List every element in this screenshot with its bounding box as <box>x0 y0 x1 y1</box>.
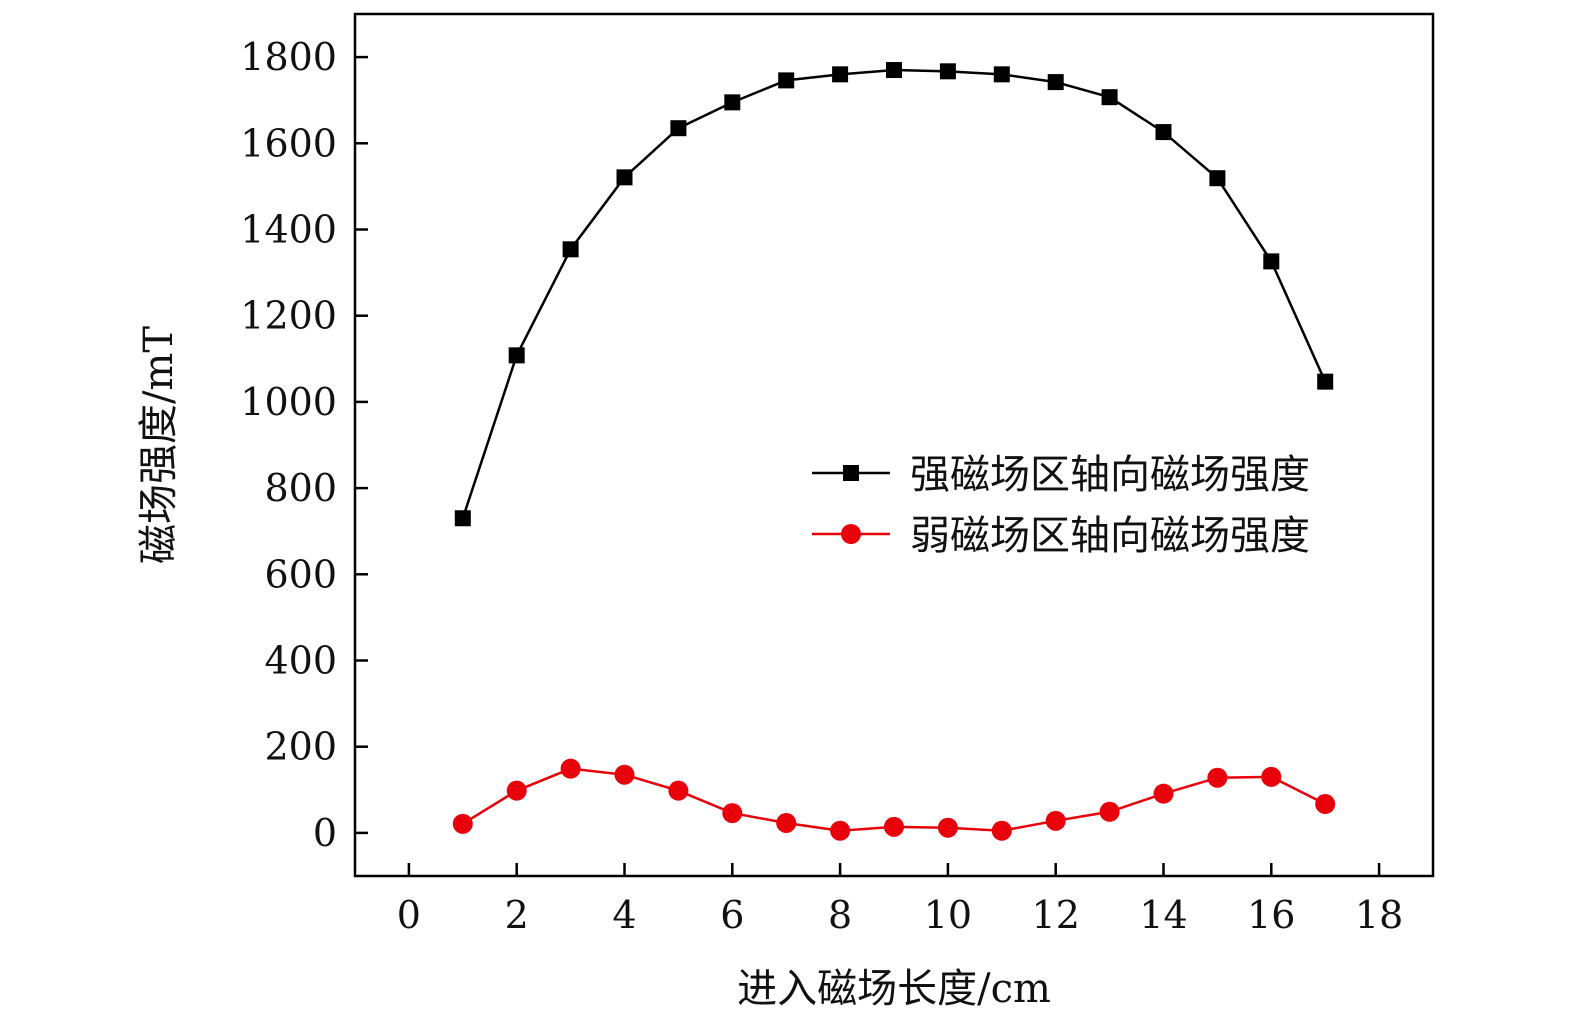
data-point <box>562 241 579 258</box>
data-point <box>614 764 635 785</box>
x-tick-label: 12 <box>1032 893 1080 937</box>
data-point <box>886 62 902 79</box>
x-tick-label: 14 <box>1139 893 1187 937</box>
y-tick-label: 600 <box>264 552 337 596</box>
data-point <box>454 510 471 527</box>
data-point <box>1155 124 1172 141</box>
x-tick-label: 0 <box>397 893 421 937</box>
data-point <box>1045 810 1066 831</box>
x-tick-label: 6 <box>720 893 744 937</box>
data-point <box>993 66 1010 83</box>
x-tick-label: 8 <box>828 893 852 937</box>
data-point <box>1261 766 1282 787</box>
data-point <box>1315 794 1336 815</box>
legend-label: 弱磁场区轴向磁场强度 <box>910 513 1310 559</box>
data-point <box>1207 767 1228 788</box>
x-tick-label: 16 <box>1247 893 1295 937</box>
data-point <box>1317 373 1334 390</box>
x-tick-label: 10 <box>924 893 972 937</box>
x-tick-label: 4 <box>612 893 636 937</box>
data-point <box>508 347 525 364</box>
y-tick-label: 1800 <box>240 35 337 79</box>
y-tick-label: 800 <box>264 466 337 510</box>
data-point <box>884 816 904 837</box>
x-tick-label: 2 <box>505 893 529 937</box>
data-point <box>560 758 581 779</box>
data-point <box>778 72 795 89</box>
data-point <box>722 803 743 824</box>
data-point <box>1101 89 1118 106</box>
data-point <box>830 820 851 841</box>
y-tick-label: 1400 <box>240 208 337 252</box>
data-point <box>1209 170 1226 187</box>
data-point <box>1153 783 1174 804</box>
series-1 <box>454 62 1334 527</box>
y-tick-label: 400 <box>264 639 337 683</box>
data-point <box>776 812 797 833</box>
data-point <box>724 94 741 111</box>
y-tick-label: 1600 <box>240 121 337 165</box>
plot-frame <box>353 12 1435 878</box>
data-point <box>670 120 687 137</box>
legend-marker <box>843 465 859 481</box>
y-tick-label: 200 <box>264 725 337 769</box>
legend-marker <box>841 524 861 544</box>
x-axis-label: 进入磁场长度/cm <box>737 966 1051 1012</box>
y-tick-label: 0 <box>313 811 337 855</box>
data-point <box>1047 74 1064 91</box>
data-point <box>668 780 689 801</box>
y-axis-label: 磁场强度/mT <box>136 326 182 564</box>
data-point <box>1099 801 1120 822</box>
data-point <box>616 169 633 186</box>
data-point <box>832 66 849 83</box>
x-tick-label: 18 <box>1355 893 1403 937</box>
y-tick-label: 1000 <box>240 380 337 424</box>
y-tick-label: 1200 <box>240 294 337 338</box>
data-point <box>1263 253 1280 270</box>
data-point <box>452 813 473 834</box>
legend-label: 强磁场区轴向磁场强度 <box>910 452 1310 498</box>
series-2 <box>452 758 1336 841</box>
data-point <box>939 63 956 80</box>
data-point <box>937 817 958 838</box>
data-point <box>991 820 1012 841</box>
data-point <box>506 780 527 801</box>
